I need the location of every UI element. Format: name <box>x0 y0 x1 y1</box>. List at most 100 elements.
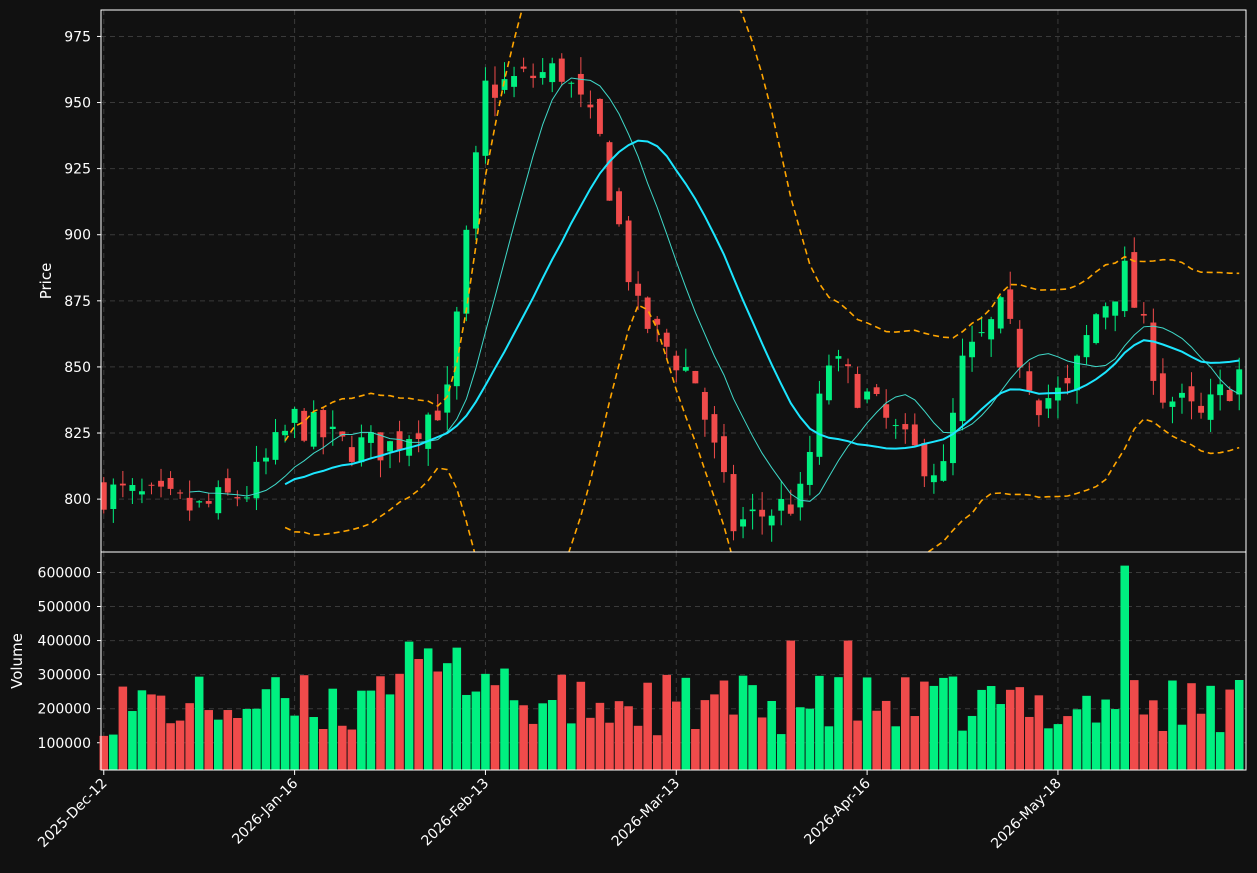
volume-bar <box>1110 709 1120 770</box>
candle-body <box>711 414 718 443</box>
volume-bar <box>271 677 280 770</box>
candle-body <box>549 63 556 83</box>
candle-body <box>940 461 947 481</box>
volume-bar <box>1187 683 1196 770</box>
volume-bar <box>1120 565 1129 770</box>
volume-bar <box>99 735 109 770</box>
candle-body <box>215 487 222 514</box>
volume-bar <box>509 700 519 770</box>
candle-body <box>1217 384 1224 396</box>
volume-bar <box>910 716 920 770</box>
volume-bar <box>185 703 194 770</box>
volume-bar <box>672 701 681 770</box>
candle-body <box>358 437 365 463</box>
ma-fast-line <box>189 77 1240 502</box>
price-axis-label: Price <box>37 263 55 300</box>
candle-body <box>902 424 909 430</box>
volume-bar <box>1063 716 1072 770</box>
candle-body <box>1026 371 1033 391</box>
volume-bar <box>815 675 824 770</box>
volume-bar <box>834 677 843 770</box>
candle-body <box>797 483 804 508</box>
x-tick-label: 2026-Mar-13 <box>609 776 683 850</box>
volume-bar <box>462 694 471 770</box>
candle-body <box>682 367 689 371</box>
candle-body <box>606 142 613 201</box>
candle-body <box>511 76 518 87</box>
price-tick-label: 900 <box>64 228 91 244</box>
volume-bar <box>1005 689 1015 770</box>
volume-bar <box>1177 724 1187 770</box>
volume-bar <box>586 717 595 770</box>
candle-body <box>663 332 670 347</box>
volume-panel: 100000 200000 300000 400000 500000 600000 Volu… <box>8 551 1247 771</box>
upper-band-line <box>284 10 1240 442</box>
volume-bar <box>948 676 958 770</box>
candle-body <box>119 483 126 486</box>
volume-bar <box>1158 730 1168 770</box>
volume-bar <box>681 677 691 770</box>
candle-body <box>1112 301 1119 316</box>
candle-body <box>396 431 403 450</box>
candle-body <box>1131 252 1138 308</box>
volume-bar <box>958 730 967 770</box>
volume-bar <box>252 708 261 770</box>
volume-bar <box>691 729 700 770</box>
volume-bar <box>614 701 624 770</box>
volume-tick-label: 400000 <box>38 634 91 650</box>
volume-bar <box>1091 722 1101 770</box>
candle-body <box>1093 314 1100 344</box>
candle-body <box>1054 387 1061 401</box>
price-tick-label: 825 <box>64 426 91 442</box>
volume-bar <box>605 722 614 770</box>
candle-body <box>930 475 937 483</box>
volume-bar <box>853 720 862 770</box>
volume-bar <box>929 685 939 770</box>
candle-body <box>415 433 422 440</box>
volume-bar <box>147 694 156 770</box>
candle-body <box>282 430 289 436</box>
candle-body <box>988 319 995 340</box>
candle-body <box>825 365 832 401</box>
volume-bar <box>166 723 175 770</box>
candle-body <box>806 451 813 485</box>
candle-body <box>787 504 794 514</box>
volume-bar <box>986 686 996 770</box>
candle-body <box>892 425 899 427</box>
price-tick-label: 975 <box>64 29 91 45</box>
candle-body <box>635 283 642 296</box>
candle-body <box>177 492 184 494</box>
candle-body <box>243 497 250 499</box>
candle-body <box>997 297 1004 329</box>
price-panel: 800 825 850 875 900 925 950 975 Price <box>37 9 1247 553</box>
volume-bar <box>404 641 414 770</box>
volume-bar <box>1139 714 1149 770</box>
candle-body <box>1121 260 1128 312</box>
price-frame <box>100 9 1247 553</box>
candle-body <box>558 58 565 82</box>
volume-bar <box>395 673 404 770</box>
volume-bar <box>1044 728 1053 770</box>
volume-bar <box>309 717 318 770</box>
ma-slow-line <box>284 139 1240 486</box>
candle-body <box>482 80 489 156</box>
volume-bar <box>1168 680 1177 770</box>
volume-bar <box>643 682 652 770</box>
candle-body <box>654 318 661 325</box>
volume-bar <box>443 663 452 770</box>
candle-body <box>854 373 861 408</box>
volume-bar <box>786 640 796 770</box>
candle-body <box>196 501 203 503</box>
candle-body <box>101 482 107 510</box>
candle-body <box>205 501 212 504</box>
candle-body <box>463 229 470 314</box>
x-axis: 2025-Dec-12 2026-Jan-16 2026-Feb-13 2026-Ma… <box>35 770 1065 852</box>
candle-body <box>845 364 851 367</box>
volume-bar <box>796 707 805 770</box>
candle-body <box>272 432 279 460</box>
candle-body <box>253 461 260 499</box>
candle-body <box>730 474 737 532</box>
candle-body <box>1150 322 1157 381</box>
volume-bar <box>652 735 662 770</box>
